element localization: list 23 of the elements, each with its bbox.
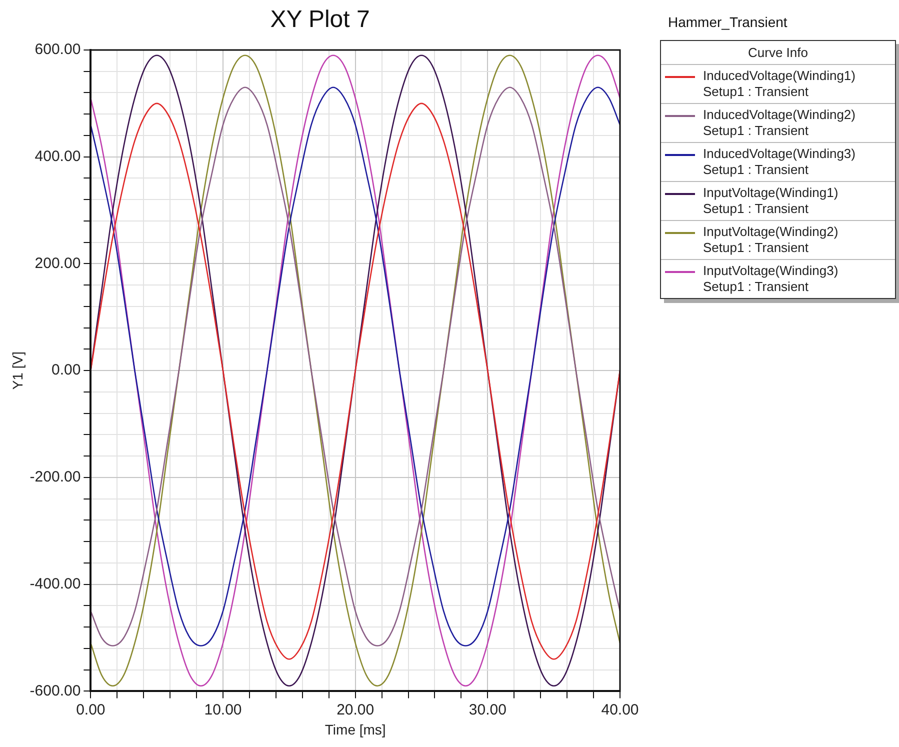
- legend-label: InducedVoltage(Winding2) Setup1 : Transient: [703, 107, 856, 139]
- y-tick-label: 200.00: [34, 254, 81, 272]
- y-axis-title: Y1 [V]: [9, 352, 26, 390]
- chart-title: XY Plot 7: [269, 6, 371, 34]
- y-tick-label: 400.00: [34, 148, 81, 166]
- legend-label: InputVoltage(Winding1) Setup1 : Transient: [703, 185, 838, 217]
- x-tick-label: 10.00: [204, 701, 242, 718]
- y-tick-label: 600.00: [34, 41, 81, 58]
- legend-label: InputVoltage(Winding2) Setup1 : Transient: [703, 224, 838, 256]
- x-tick-label: 0.00: [76, 701, 106, 718]
- text: Hammer_Transient: [668, 14, 788, 30]
- x-tick-label: 30.00: [468, 701, 506, 718]
- legend-label: InducedVoltage(Winding1) Setup1 : Transient: [703, 68, 856, 100]
- y-tick-label: 0.00: [51, 362, 81, 379]
- x-tick-label: 20.00: [336, 701, 374, 718]
- legend-label: InducedVoltage(Winding3) Setup1 : Transient: [703, 146, 856, 178]
- y-tick-label: -400.00: [30, 575, 81, 592]
- x-axis-title: Time [ms]: [324, 721, 386, 738]
- legend-title: Curve Info: [661, 41, 895, 65]
- y-tick-label: -600.00: [30, 682, 81, 700]
- legend-label: InputVoltage(Winding3) Setup1 : Transient: [703, 263, 838, 295]
- x-tick-label: 40.00: [601, 701, 639, 718]
- y-tick-label: -200.00: [30, 468, 81, 486]
